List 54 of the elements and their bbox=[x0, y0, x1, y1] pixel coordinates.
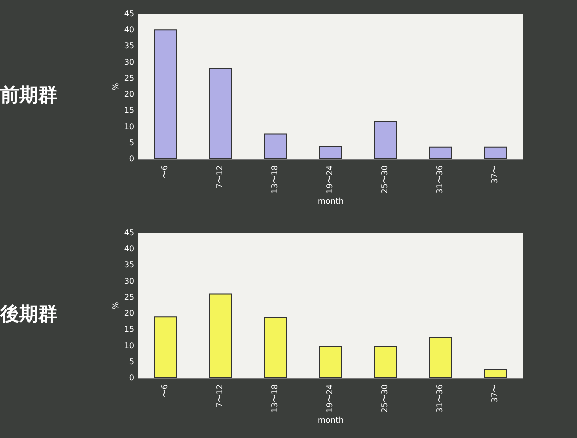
x-axis-title: month bbox=[318, 416, 344, 425]
bar bbox=[264, 317, 287, 378]
y-tick-label: 10 bbox=[124, 122, 134, 132]
x-tick-label: 13〜18 bbox=[270, 166, 280, 194]
y-tick-label: 35 bbox=[124, 42, 134, 51]
x-axis-title: month bbox=[318, 196, 344, 206]
x-tick-label: 31〜36 bbox=[436, 384, 444, 413]
y-axis-title: % bbox=[111, 82, 120, 91]
y-tick-label: 35 bbox=[124, 260, 134, 270]
bar bbox=[264, 134, 287, 160]
bar bbox=[374, 346, 397, 378]
bar bbox=[374, 121, 397, 160]
y-tick-label: 5 bbox=[129, 357, 134, 366]
y-tick-label: 45 bbox=[124, 228, 134, 238]
x-tick-label: 37〜 bbox=[490, 384, 500, 403]
x-tick-label: 31〜36 bbox=[436, 166, 444, 194]
bar bbox=[429, 337, 452, 378]
bar bbox=[319, 346, 342, 378]
y-tick-label: 45 bbox=[124, 10, 134, 18]
x-tick-label: 19〜24 bbox=[326, 384, 334, 413]
x-tick-label: 〜6 bbox=[160, 166, 170, 179]
bar bbox=[319, 146, 342, 160]
y-tick-label: 15 bbox=[124, 106, 134, 116]
y-tick-label: 5 bbox=[129, 138, 134, 148]
y-tick-label: 30 bbox=[124, 58, 134, 67]
y-tick-label: 10 bbox=[124, 341, 134, 350]
y-tick-label: 25 bbox=[124, 74, 134, 83]
x-tick-label: 7〜12 bbox=[216, 166, 224, 189]
x-tick-label: 37〜 bbox=[490, 166, 500, 184]
text: 前期群 bbox=[0, 84, 58, 106]
x-tick-label: 13〜18 bbox=[270, 384, 280, 413]
y-tick-label: 40 bbox=[124, 26, 134, 35]
y-tick-label: 0 bbox=[129, 374, 134, 382]
bar bbox=[209, 68, 232, 160]
y-axis-title: % bbox=[111, 302, 120, 310]
text: 後期群 bbox=[0, 304, 58, 326]
y-tick-label: 20 bbox=[124, 90, 134, 100]
y-tick-label: 20 bbox=[124, 309, 134, 318]
x-tick-label: 7〜12 bbox=[216, 384, 224, 408]
y-tick-label: 0 bbox=[129, 154, 134, 164]
x-tick-label: 25〜30 bbox=[380, 166, 390, 194]
y-tick-label: 25 bbox=[124, 292, 134, 302]
y-tick-label: 15 bbox=[124, 325, 134, 334]
x-tick-label: 25〜30 bbox=[380, 384, 390, 413]
bar bbox=[484, 369, 507, 378]
bar bbox=[484, 146, 507, 160]
bar bbox=[154, 316, 177, 378]
x-tick-label: 〜6 bbox=[160, 384, 170, 398]
bar bbox=[154, 30, 177, 160]
bar bbox=[209, 294, 232, 378]
x-tick-label: 19〜24 bbox=[326, 166, 334, 194]
bar bbox=[429, 146, 452, 160]
y-tick-label: 30 bbox=[124, 276, 134, 286]
y-tick-label: 40 bbox=[124, 244, 134, 254]
